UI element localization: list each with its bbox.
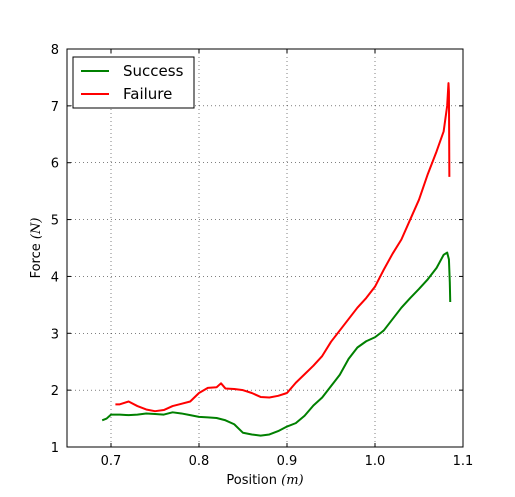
y-tick-label: 6	[51, 157, 59, 172]
y-tick-label: 8	[51, 43, 59, 58]
x-tick-label: 1.1	[453, 454, 474, 469]
y-tick-label: 4	[51, 270, 59, 285]
x-axis-label-text: Position	[226, 473, 277, 488]
legend-box	[72, 56, 195, 109]
axis-ticks	[67, 48, 464, 448]
y-tick-label: 2	[51, 384, 59, 399]
x-tick-label: 1.0	[365, 454, 386, 469]
legend: Success Failure	[72, 56, 195, 109]
y-tick-label: 3	[51, 327, 59, 342]
x-axis-unit: (m)	[281, 473, 303, 488]
x-tick-label: 0.9	[277, 454, 298, 469]
axis-tick-labels: 0.7 0.8 0.9 1.0 1.1 1 2 3 4 5 6 7 8	[51, 43, 474, 469]
plot-frame	[66, 48, 464, 448]
y-tick-label: 7	[51, 100, 59, 115]
y-tick-label: 5	[51, 214, 59, 229]
y-axis-label-text: Force	[29, 243, 44, 278]
x-tick-label: 0.8	[189, 454, 210, 469]
x-axis-label: Position (m)	[226, 473, 303, 488]
x-tick-label: 0.7	[101, 454, 122, 469]
series-line-failure	[115, 82, 451, 413]
y-axis-label: Force (N)	[29, 218, 44, 279]
y-tick-label: 1	[51, 441, 59, 456]
series-layer	[101, 82, 452, 437]
y-axis-unit: (N)	[29, 218, 44, 240]
legend-label-failure: Failure	[123, 85, 172, 103]
legend-label-success: Success	[123, 62, 184, 80]
series-line-success	[101, 251, 452, 437]
